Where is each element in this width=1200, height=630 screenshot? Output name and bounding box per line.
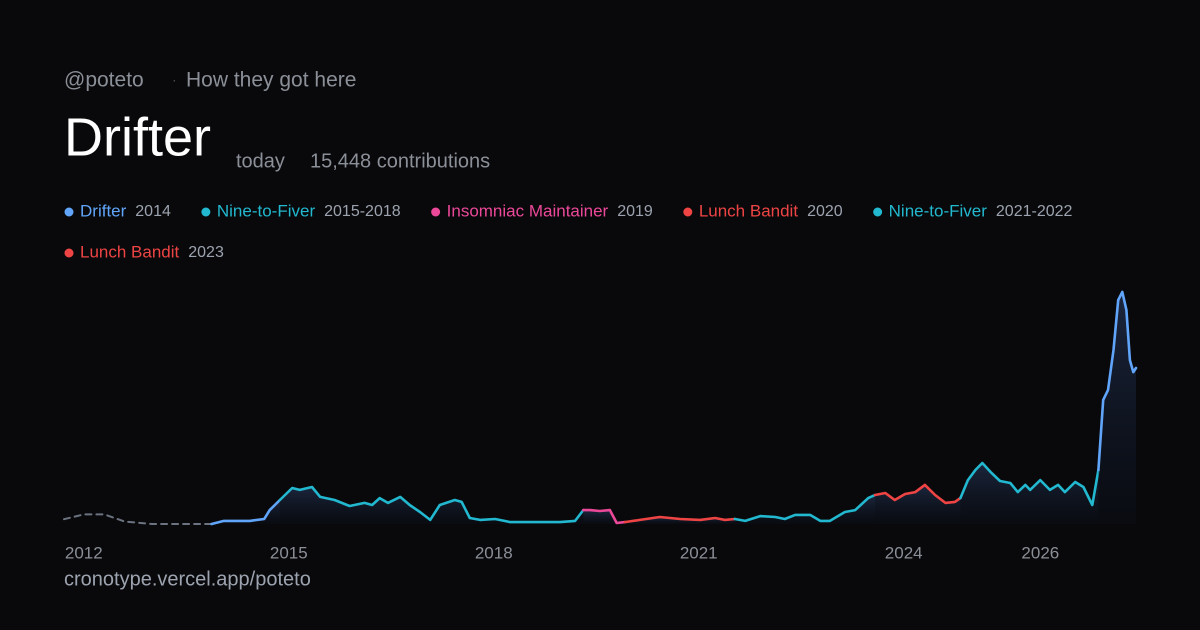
x-tick-label: 2026 — [1021, 543, 1059, 562]
subtitle: How they got here — [186, 69, 356, 92]
legend-item: Lunch Bandit 2020 — [683, 201, 843, 220]
chart-title: Drifter — [64, 107, 211, 167]
legend-name: Drifter — [80, 201, 127, 220]
legend-name: Nine-to-Fiver — [889, 201, 988, 220]
legend-item: Nine-to-Fiver 2015-2018 — [201, 201, 401, 220]
separator: · — [172, 72, 177, 88]
plot: 2012 2015 2018 2021 2024 2026 — [63, 290, 1138, 562]
legend-dot — [683, 207, 693, 217]
line — [873, 483, 962, 505]
legend-years: 2020 — [807, 203, 843, 220]
area — [875, 484, 961, 524]
area — [279, 487, 584, 524]
legend-years: 2021-2022 — [996, 203, 1073, 220]
legend-years: 2019 — [617, 203, 653, 220]
x-tick-label: 2018 — [475, 543, 513, 562]
legend: Drifter 2014 Nine-to-Fiver 2015-2018 Insomni… — [64, 201, 1073, 261]
legend-dot — [201, 207, 211, 217]
line — [959, 461, 1100, 507]
line — [1097, 290, 1138, 472]
legend-dot — [873, 207, 883, 217]
line — [582, 508, 627, 525]
area — [1098, 291, 1136, 524]
line — [733, 493, 877, 523]
legend-years: 2014 — [135, 203, 171, 220]
legend-item: Nine-to-Fiver 2021-2022 — [873, 201, 1073, 220]
area — [960, 463, 1099, 524]
line — [210, 498, 282, 526]
x-tick-label: 2012 — [65, 543, 103, 562]
legend-name: Nine-to-Fiver — [217, 201, 316, 220]
legend-item: Insomniac Maintainer 2019 — [431, 201, 653, 220]
legend-name: Lunch Bandit — [699, 201, 799, 220]
line — [623, 515, 737, 524]
legend-dot — [64, 248, 74, 258]
legend-dot — [64, 207, 74, 217]
legend-name: Insomniac Maintainer — [447, 201, 609, 220]
x-tick-label: 2024 — [885, 543, 923, 562]
legend-item: Drifter 2014 — [64, 201, 171, 220]
legend-years: 2023 — [188, 244, 224, 261]
legend-item: Lunch Bandit 2023 — [64, 242, 224, 261]
legend-dot — [431, 207, 441, 217]
legend-years: 2015-2018 — [324, 203, 401, 220]
line — [278, 485, 585, 524]
handle: @poteto — [64, 69, 144, 92]
x-tick-label: 2015 — [270, 543, 308, 562]
area — [211, 500, 280, 524]
x-tick-label: 2021 — [680, 543, 718, 562]
contributions: 15,448 contributions — [310, 150, 490, 172]
line — [63, 513, 213, 525]
legend-name: Lunch Bandit — [80, 242, 180, 261]
period: today — [236, 150, 285, 172]
footer: cronotype.vercel.app/poteto — [64, 568, 311, 590]
